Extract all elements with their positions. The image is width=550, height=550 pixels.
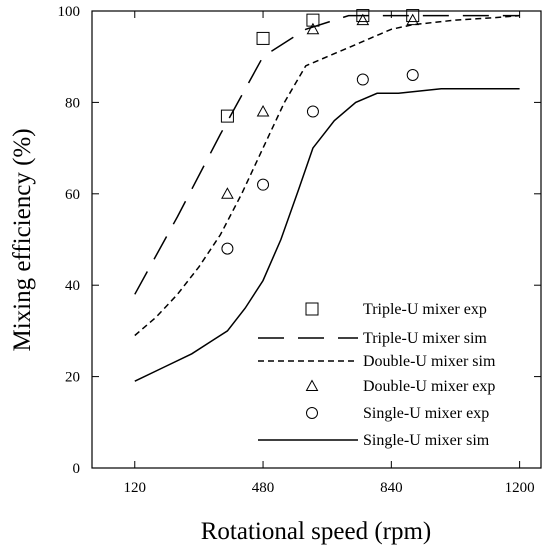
legend-item: Double-U mixer sim	[258, 353, 496, 370]
circle-marker	[356, 73, 369, 86]
legend-item: Single-U mixer exp	[306, 405, 489, 422]
legend-label: Single-U mixer exp	[363, 405, 489, 422]
legend-circle-icon	[306, 407, 318, 419]
legend: Triple-U mixer exp Triple-U mixer sim Doub…	[258, 301, 496, 449]
legend-label: Double-U mixer exp	[363, 378, 495, 395]
legend-square-icon	[305, 302, 319, 316]
series-line	[134, 14, 520, 295]
series-line	[134, 87, 520, 382]
legend-item: Double-U mixer exp	[305, 378, 495, 395]
series-line	[134, 14, 520, 337]
legend-label: Triple-U mixer sim	[363, 330, 487, 347]
y-tick-label: 60	[65, 187, 80, 203]
y-tick-label: 100	[58, 4, 81, 20]
x-axis-title: Rotational speed (rpm)	[201, 518, 432, 545]
square-marker	[220, 109, 234, 123]
triangle-marker	[306, 22, 320, 35]
circle-marker	[221, 242, 234, 255]
legend-label: Triple-U mixer exp	[363, 301, 487, 318]
y-axis: 0 20 40 60 80 100	[58, 4, 541, 477]
triangle-marker	[221, 187, 234, 199]
triangle-marker	[406, 13, 420, 26]
y-tick-label: 20	[65, 370, 80, 386]
x-tick-label: 840	[380, 480, 403, 496]
triangle-marker	[256, 105, 270, 117]
y-axis-title: Mixing efficiency (%)	[9, 128, 36, 351]
triangle-marker	[356, 13, 370, 26]
series-double-u-mixer-exp	[221, 13, 420, 199]
series-triple-u-mixer-sim	[134, 14, 520, 295]
x-axis: 120 480 840 1200	[124, 11, 535, 496]
legend-label: Double-U mixer sim	[363, 353, 496, 370]
series-single-u-mixer-exp	[221, 68, 419, 255]
legend-item: Single-U mixer sim	[258, 432, 490, 449]
x-tick-label: 1200	[505, 480, 535, 496]
plot-frame	[91, 10, 542, 469]
y-tick-label: 80	[65, 95, 80, 111]
square-marker	[306, 13, 320, 27]
y-tick-label: 40	[65, 278, 80, 294]
legend-label: Single-U mixer sim	[363, 432, 490, 449]
series-double-u-mixer-sim	[134, 14, 520, 337]
series-layer	[134, 9, 520, 382]
series-single-u-mixer-sim	[134, 87, 520, 382]
legend-item: Triple-U mixer exp	[305, 301, 487, 318]
square-marker	[256, 31, 270, 45]
x-tick-label: 480	[252, 480, 275, 496]
y-tick-label: 0	[73, 461, 81, 477]
x-tick-label: 120	[124, 480, 147, 496]
circle-marker	[406, 68, 419, 81]
circle-marker	[306, 105, 319, 118]
series-triple-u-mixer-exp	[220, 9, 420, 123]
legend-triangle-icon	[305, 379, 319, 391]
circle-marker	[257, 178, 270, 191]
legend-item: Triple-U mixer sim	[258, 330, 487, 347]
